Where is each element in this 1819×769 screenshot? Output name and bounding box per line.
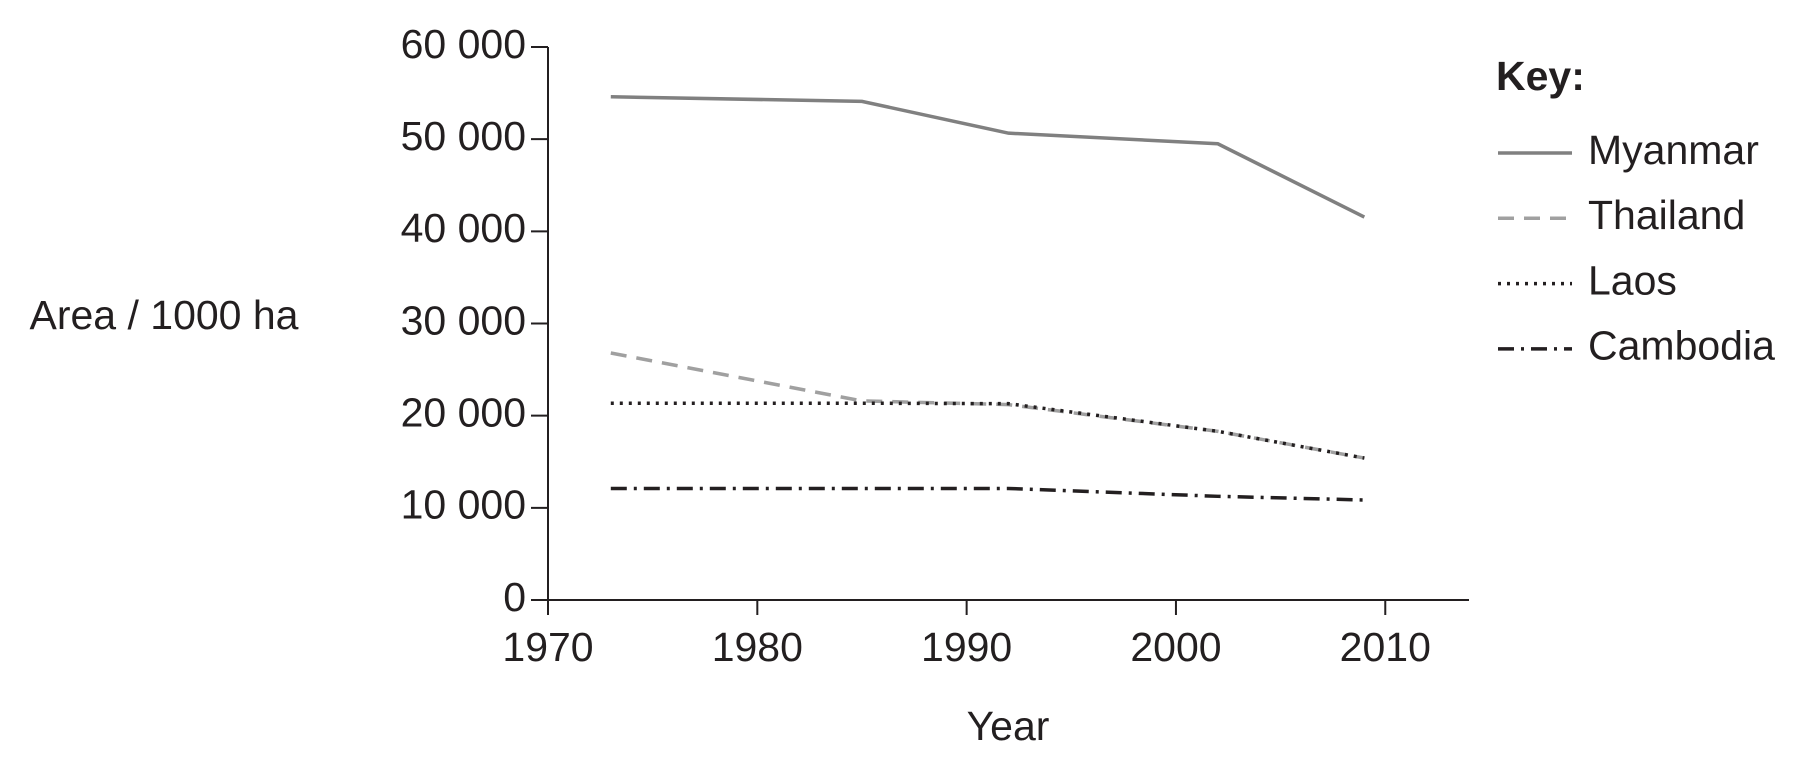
- x-tick-label: 2000: [1130, 624, 1221, 670]
- legend-label: Thailand: [1588, 192, 1745, 238]
- y-tick-label: 10 000: [401, 482, 526, 528]
- y-axis-label: Area / 1000 ha: [30, 292, 299, 338]
- legend-label: Laos: [1588, 257, 1677, 303]
- series-line: [610, 351, 1365, 460]
- series-line: [610, 401, 1365, 460]
- x-tick-label: 1990: [921, 624, 1012, 670]
- series-line: [610, 486, 1365, 502]
- x-tick-label: 1980: [712, 624, 803, 670]
- y-tick-label: 60 000: [401, 21, 526, 67]
- legend-title: Key:: [1496, 53, 1585, 99]
- y-tick-label: 0: [503, 574, 526, 620]
- legend-label: Myanmar: [1588, 127, 1759, 173]
- x-axis-label: Year: [967, 703, 1050, 749]
- legend-label: Cambodia: [1588, 323, 1775, 369]
- y-tick-label: 30 000: [401, 297, 526, 343]
- series-line: [610, 95, 1366, 219]
- x-tick-label: 1970: [502, 624, 593, 670]
- x-tick-label: 2010: [1340, 624, 1431, 670]
- y-tick-label: 40 000: [401, 205, 526, 251]
- y-tick-label: 50 000: [401, 113, 526, 159]
- y-tick-label: 20 000: [401, 389, 526, 435]
